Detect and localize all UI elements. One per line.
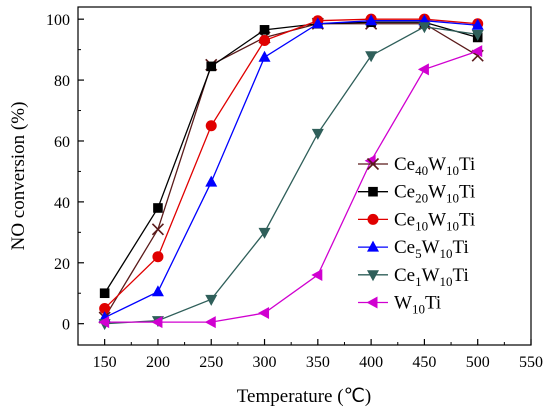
y-tick-label: 60: [54, 134, 70, 151]
data-point: [204, 316, 216, 329]
data-point: [205, 120, 217, 132]
x-tick-label: 250: [199, 354, 223, 371]
legend-item: W10Ti: [358, 293, 441, 317]
data-point: [311, 268, 323, 281]
legend-item: Ce5W10Ti: [358, 237, 469, 261]
legend-marker: [366, 157, 380, 171]
legend-label: Ce10W10Ti: [394, 209, 475, 233]
data-point: [417, 63, 429, 76]
y-axis-title: NO conversion (%): [8, 102, 29, 251]
data-point: [311, 128, 324, 140]
data-point: [258, 307, 270, 320]
x-tick-label: 400: [359, 354, 383, 371]
data-point: [151, 316, 163, 329]
data-point: [365, 14, 378, 26]
series-line: [104, 18, 478, 309]
x-tick-label: 150: [93, 354, 117, 371]
data-point: [311, 17, 324, 29]
data-point: [151, 285, 164, 297]
legend: Ce40W10Ti Ce20W10Ti Ce10W10Ti Ce5W10Ti Ce1W1…: [358, 154, 475, 317]
y-tick-label: 20: [54, 256, 70, 273]
legend-item: Ce10W10Ti: [358, 209, 475, 233]
y-tick-label: 40: [54, 195, 70, 212]
legend-marker: [366, 296, 378, 309]
legend-label: Ce40W10Ti: [394, 154, 475, 178]
data-point: [205, 294, 218, 306]
legend-item: Ce20W10Ti: [358, 182, 475, 206]
legend-marker: [367, 213, 379, 225]
data-point: [259, 25, 270, 35]
legend-label: Ce20W10Ti: [394, 182, 475, 206]
x-tick-label: 450: [412, 354, 436, 371]
x-axis-title: Temperature (℃): [237, 386, 371, 407]
legend-marker: [367, 240, 379, 252]
legend-marker: [368, 186, 378, 197]
data-point: [471, 45, 483, 58]
y-tick-label: 80: [54, 73, 70, 90]
data-point: [99, 288, 110, 299]
x-tick-label: 500: [466, 354, 490, 371]
data-point: [418, 22, 431, 34]
y-axis: 0 20 40 60 80 100: [46, 12, 84, 334]
legend-marker: [367, 270, 379, 282]
data-point: [258, 227, 271, 239]
x-tick-label: 350: [306, 354, 330, 371]
series-line: [104, 50, 478, 323]
series-line: [104, 20, 478, 319]
data-point: [153, 203, 163, 213]
data-point: [98, 316, 110, 329]
series-line: [104, 26, 478, 325]
x-tick-label: 300: [253, 354, 277, 371]
data-point: [205, 175, 218, 187]
data-point: [206, 61, 217, 72]
data-point: [152, 251, 164, 263]
legend-label: Ce5W10Ti: [394, 237, 469, 261]
plot-frame: [77, 6, 532, 346]
legend-item: Ce40W10Ti: [358, 154, 475, 178]
y-tick-label: 0: [62, 317, 70, 334]
data-point: [259, 34, 271, 46]
legend-label: Ce1W10Ti: [394, 265, 469, 289]
data-point: [471, 29, 484, 41]
data-point: [471, 18, 484, 30]
y-tick-label: 100: [46, 12, 70, 29]
series-layer: [98, 13, 484, 331]
data-point: [258, 50, 271, 62]
series-line: [104, 21, 478, 294]
data-point: [151, 223, 165, 236]
x-tick-label: 550: [519, 354, 543, 371]
data-point: [365, 51, 378, 63]
legend-item: Ce1W10Ti: [358, 265, 469, 289]
data-point: [99, 302, 111, 314]
legend-label: W10Ti: [394, 293, 441, 317]
x-tick-label: 200: [146, 354, 170, 371]
series-W10Ti: [98, 45, 483, 329]
x-axis: 150 200 250 300 350 400 450 500 550: [93, 339, 543, 371]
